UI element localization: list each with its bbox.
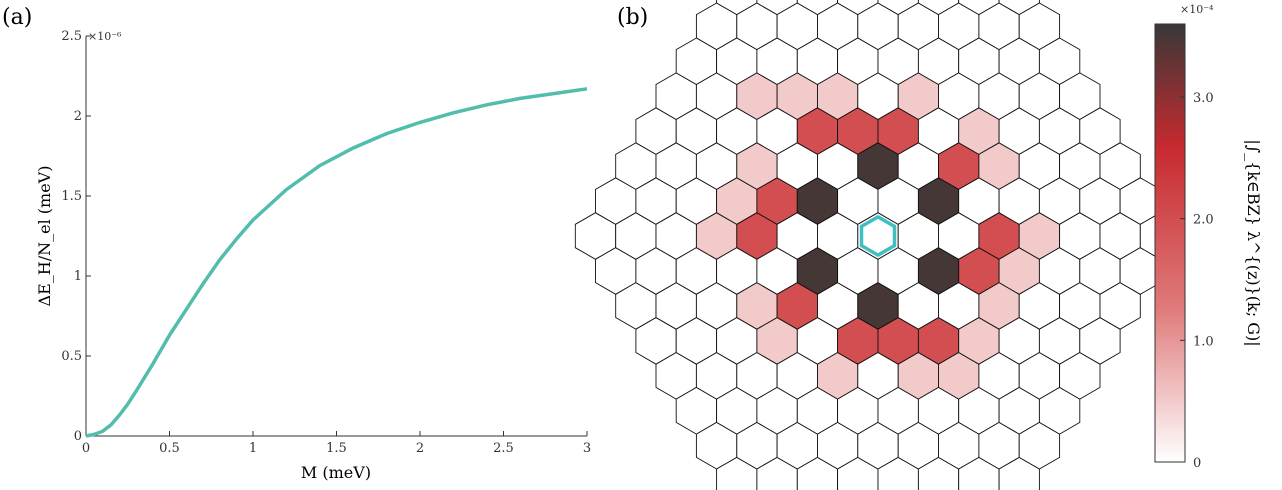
colorbar-tick-label: 3.0: [1193, 91, 1214, 106]
x-tick-label: 1: [249, 441, 257, 456]
panel-label-a: (a): [2, 5, 32, 30]
x-axis-label: M (meV): [301, 463, 371, 482]
axes-a: [85, 35, 588, 437]
y-tick-label: 0: [74, 429, 82, 444]
colorbar-tick-label: 1.0: [1193, 334, 1214, 349]
y-axis-exponent: ×10⁻⁶: [88, 30, 122, 43]
colorbar-tick-label: 2.0: [1193, 213, 1214, 228]
y-tick-label: 0.5: [61, 349, 82, 364]
x-tick-label: 2.5: [493, 441, 514, 456]
y-tick-label: 2: [74, 109, 82, 124]
line-chart-panel: (a) ×10⁻⁶ 0 0.5 1 1.5 2 2.5 3 0 0.5 1 1.5 2 2.5 M (…: [2, 5, 591, 482]
x-tick-label: 0.5: [159, 441, 180, 456]
colorbar: ×10⁻⁴ 0 1.0 2.0 3.0 |∫_{k∈BZ} λ^{(z)}(k; G)…: [1154, 3, 1263, 471]
y-tick-label: 2.5: [61, 29, 82, 44]
hex-heatmap-panel: (b): [574, 0, 1182, 490]
x-tick-label: 2: [416, 441, 424, 456]
panel-label-b: (b): [617, 5, 648, 30]
y-tick-labels: 0 0.5 1 1.5 2 2.5: [61, 29, 82, 444]
colorbar-gradient: [1154, 23, 1186, 463]
hex-grid: [574, 0, 1182, 490]
central-cell-highlight: [859, 214, 897, 258]
y-axis-label: ΔE_H/N_el (meV): [35, 166, 54, 307]
energy-curve: [85, 87, 588, 438]
x-tick-label: 3: [583, 441, 591, 456]
y-tick-label: 1: [74, 269, 82, 284]
colorbar-tick-label: 0: [1193, 456, 1201, 471]
colorbar-label: |∫_{k∈BZ} λ^{(z)}(k; G)|: [1244, 139, 1263, 346]
colorbar-ticks: 0 1.0 2.0 3.0: [1180, 91, 1214, 471]
y-tick-label: 1.5: [61, 189, 82, 204]
colorbar-exponent: ×10⁻⁴: [1180, 3, 1214, 16]
x-tick-label: 1.5: [326, 441, 347, 456]
x-tick-label: 0: [82, 441, 90, 456]
x-tick-labels: 0 0.5 1 1.5 2 2.5 3: [82, 441, 591, 456]
